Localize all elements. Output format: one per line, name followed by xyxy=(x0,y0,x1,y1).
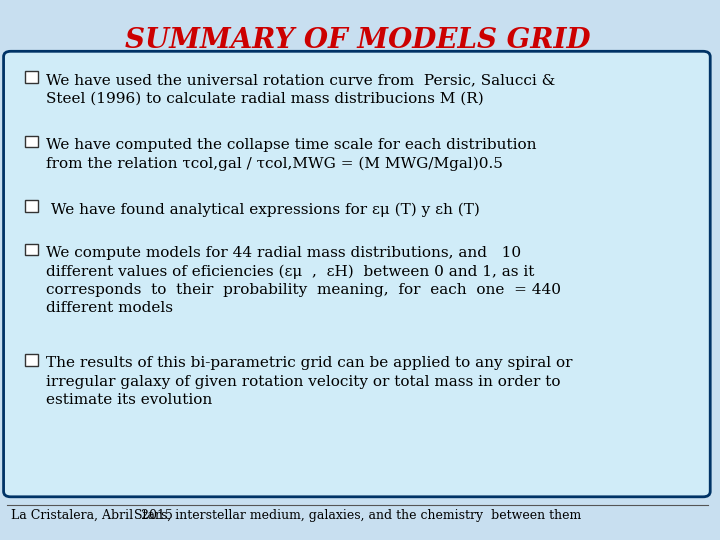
Bar xyxy=(25,200,38,212)
Text: La Cristalera, Abril  2015: La Cristalera, Abril 2015 xyxy=(11,509,173,522)
Text: We have computed the collapse time scale for each distribution
from the relation: We have computed the collapse time scale… xyxy=(47,138,537,171)
FancyBboxPatch shape xyxy=(4,51,710,497)
Bar xyxy=(25,244,38,255)
Text: We have used the universal rotation curve from  Persic, Salucci &
Steel (1996) t: We have used the universal rotation curv… xyxy=(47,73,556,105)
Text: We have found analytical expressions for εμ (T) y εh (T): We have found analytical expressions for… xyxy=(47,202,480,217)
Bar xyxy=(25,136,38,147)
Text: The results of this bi-parametric grid can be applied to any spiral or
irregular: The results of this bi-parametric grid c… xyxy=(47,356,573,407)
Text: Stars, interstellar medium, galaxies, and the chemistry  between them: Stars, interstellar medium, galaxies, an… xyxy=(134,509,581,522)
Bar xyxy=(25,71,38,83)
Bar xyxy=(25,354,38,366)
Text: We compute models for 44 radial mass distributions, and   10
different values of: We compute models for 44 radial mass dis… xyxy=(47,246,562,315)
Text: SUMMARY OF MODELS GRID: SUMMARY OF MODELS GRID xyxy=(125,27,590,54)
